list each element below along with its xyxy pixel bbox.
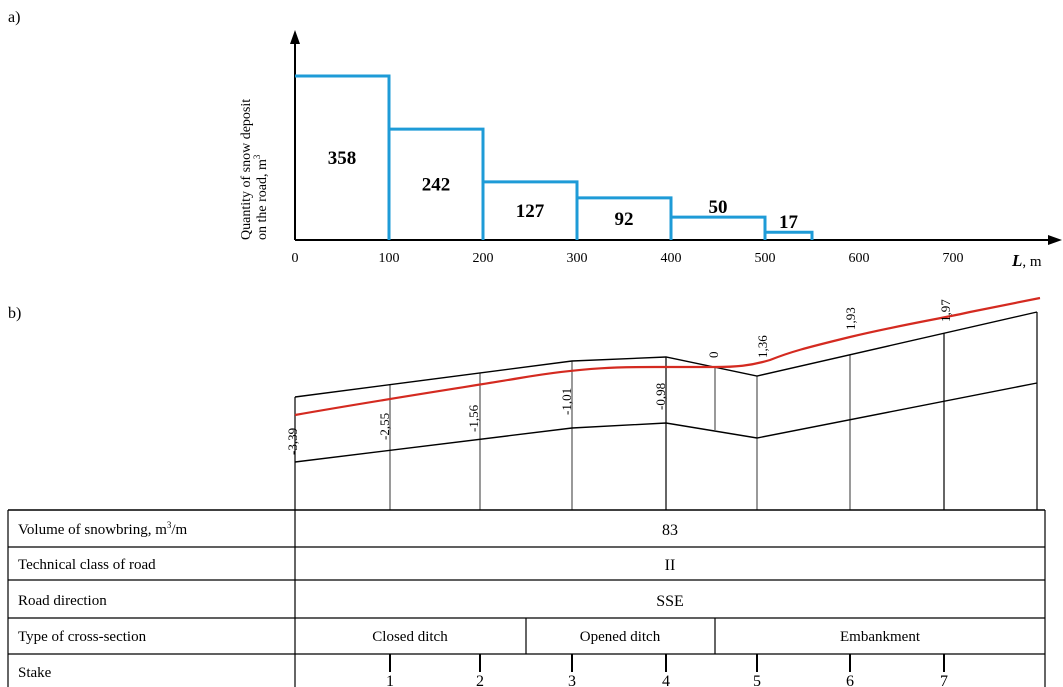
stake-ticks	[389, 654, 945, 672]
profile-value: 0	[706, 352, 721, 359]
x-axis-label-unit: , m	[1022, 254, 1042, 270]
x-tick-label: 300	[567, 251, 588, 266]
bars-group: 358 242 127 92 50 17	[295, 74, 814, 240]
x-tick-label: 600	[849, 251, 870, 266]
x-tick-label: 400	[661, 251, 682, 266]
profile-value: -3,39	[285, 428, 300, 455]
x-tick-label: 500	[755, 251, 776, 266]
row-label-class: Technical class of road	[18, 557, 156, 573]
stake-number: 5	[753, 673, 761, 687]
profile-values: -3,39 -2,55 -1,56 -1,01 -0,98 0 1,36 1,9…	[285, 299, 953, 455]
profile-value: 1,93	[843, 307, 858, 330]
cross-section-closed: Closed ditch	[372, 629, 448, 645]
bar-value-label: 358	[328, 148, 357, 169]
panel-a-label: a)	[8, 9, 20, 26]
bar-value-label: 50	[709, 197, 728, 218]
direction-value: SSE	[656, 593, 684, 610]
x-tick-label: 200	[473, 251, 494, 266]
row-label-cross-section: Type of cross-section	[18, 629, 147, 645]
class-value: II	[665, 557, 676, 574]
x-tick-label: 700	[943, 251, 964, 266]
stake-number: 4	[662, 673, 670, 687]
bar-value-label: 242	[422, 175, 451, 196]
bar-step-outline	[295, 74, 814, 240]
stake-number: 7	[940, 673, 948, 687]
profile-value: 1,36	[755, 335, 770, 358]
x-tick-label: 0	[292, 251, 299, 266]
profile-value: 1,97	[938, 299, 953, 322]
bar-value-label: 92	[615, 209, 634, 230]
cross-section-embankment: Embankment	[840, 629, 921, 645]
row-label-volume: Volume of snowbring, m3/m	[18, 520, 188, 538]
y-axis-label-sup: 3	[252, 154, 262, 159]
row-label-stake: Stake	[18, 665, 52, 681]
profile-value: -0,98	[653, 383, 668, 410]
profile-value: -2,55	[377, 413, 392, 440]
y-axis-label-line1: Quantity of snow deposit	[239, 99, 254, 240]
data-table: Volume of snowbring, m3/m Technical clas…	[7, 509, 1046, 687]
profile-value: -1,01	[559, 388, 574, 415]
svg-text:on the road, m3: on the road, m3	[252, 154, 270, 240]
snow-line	[294, 296, 1041, 417]
profile-value: -1,56	[466, 404, 481, 432]
svg-text:Quantity of snow deposit: Quantity of snow deposit	[239, 99, 254, 240]
x-axis-label-L: L	[1011, 251, 1022, 270]
panel-b-label: b)	[8, 305, 21, 322]
x-axis-label: L, m	[1011, 251, 1042, 270]
x-axis-arrow	[1048, 235, 1062, 245]
y-axis-label-line2: on the road, m	[255, 159, 270, 240]
y-axis-label: Quantity of snow deposit on the road, m3	[239, 99, 270, 240]
bar-value-label: 17	[779, 212, 799, 233]
row-label-direction: Road direction	[18, 593, 107, 609]
cross-section-opened: Opened ditch	[580, 629, 661, 645]
bar-value-label: 127	[516, 201, 545, 222]
stake-number: 2	[476, 673, 484, 687]
x-ticks-group: 0 100 200 300 400 500 600 700	[292, 251, 964, 266]
stake-number: 3	[568, 673, 576, 687]
volume-value: 83	[662, 522, 678, 539]
x-tick-label: 100	[379, 251, 400, 266]
stake-number: 1	[386, 673, 394, 687]
stake-number: 6	[846, 673, 854, 687]
y-axis-arrow	[290, 30, 300, 44]
